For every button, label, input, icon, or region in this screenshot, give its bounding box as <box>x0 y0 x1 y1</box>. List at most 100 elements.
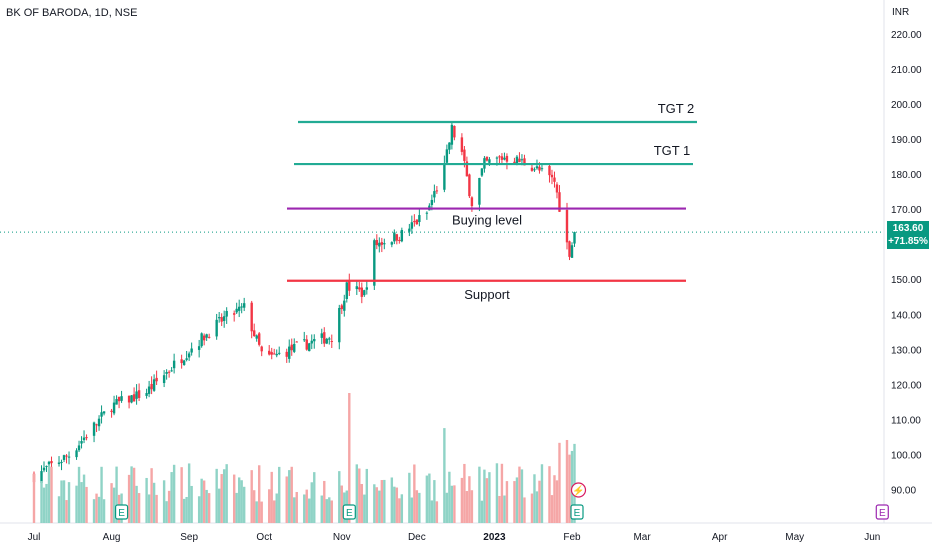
volume-bar <box>338 471 341 523</box>
volume-bar <box>260 501 263 523</box>
earnings-icon-glyph: E <box>879 508 886 519</box>
candle-body <box>553 177 556 182</box>
volume-bar <box>253 490 256 523</box>
earnings-icon-glyph: E <box>118 508 125 519</box>
earnings-icon[interactable] <box>342 504 356 520</box>
candle-body <box>393 232 396 242</box>
volume-bar <box>185 496 188 523</box>
volume-bar <box>468 476 471 523</box>
candle-body <box>433 191 436 198</box>
volume-bar <box>100 466 103 523</box>
earnings-icon[interactable] <box>570 504 584 520</box>
volume-bar <box>325 499 328 523</box>
candle-body <box>57 462 61 465</box>
volume-bar <box>235 492 238 523</box>
candle-body <box>308 343 311 352</box>
volume-bar <box>550 495 554 523</box>
volume-bar <box>202 480 206 523</box>
volume-bar <box>393 486 396 523</box>
candle-body <box>82 437 86 441</box>
volume-bar <box>308 498 311 523</box>
candle-body <box>425 212 429 214</box>
candle-body <box>478 177 481 205</box>
volume-bar <box>85 486 88 523</box>
candle-body <box>215 319 218 337</box>
candle-body <box>235 308 238 313</box>
candle-body <box>488 159 491 163</box>
volume-bar <box>92 499 96 523</box>
symbol-title: BK OF BARODA, 1D, NSE <box>6 7 138 19</box>
candle-body <box>465 161 469 177</box>
candle-body <box>120 396 123 401</box>
volume-bar <box>450 485 454 523</box>
volume-bar <box>355 464 358 523</box>
volume-bar <box>310 482 313 523</box>
volume-bar <box>77 466 81 523</box>
volume-bar <box>135 485 138 523</box>
volume-bar <box>225 464 228 523</box>
x-tick-label: Jul <box>28 532 41 543</box>
candle-body <box>190 348 193 353</box>
volume-bar <box>453 485 456 523</box>
candle-body <box>348 280 351 291</box>
volume-bar <box>47 466 51 523</box>
y-tick-label: 120.00 <box>891 380 922 391</box>
candle-body <box>155 377 158 382</box>
candle-body <box>378 242 381 247</box>
candle-body <box>363 290 366 296</box>
y-tick-label: 130.00 <box>891 345 922 356</box>
volume-bar <box>102 499 106 523</box>
earnings-icon[interactable] <box>114 504 129 520</box>
candle-body <box>75 450 78 458</box>
volume-bar <box>535 491 539 523</box>
split-icon-glyph: ⚡ <box>572 484 584 497</box>
volume-bar <box>65 500 68 523</box>
candle-body <box>523 158 526 166</box>
volume-bar <box>520 469 524 523</box>
earnings-icon[interactable] <box>875 504 889 520</box>
candle-body <box>320 333 323 338</box>
volume-bar <box>127 474 131 523</box>
volume-bar <box>45 483 48 523</box>
volume-bar <box>488 472 491 523</box>
volume-bar <box>132 467 136 523</box>
volume-bar <box>162 480 166 523</box>
volume-bar <box>378 490 381 523</box>
candle-body <box>150 383 153 390</box>
x-tick-label: Apr <box>712 532 728 543</box>
candle-body <box>50 461 53 464</box>
volume-bar <box>80 482 83 523</box>
volume-bar <box>167 490 171 523</box>
candle-body <box>303 339 306 341</box>
volume-bar <box>232 474 236 523</box>
candle-body <box>305 339 308 350</box>
candle-body <box>565 209 569 243</box>
candle-body <box>395 234 399 241</box>
volume-bar <box>548 466 551 523</box>
candle-body <box>408 228 411 232</box>
candle-body <box>470 197 474 207</box>
candle-body <box>220 317 223 322</box>
x-tick-label: Jun <box>864 532 880 543</box>
volume-bar <box>430 500 434 523</box>
volume-bar <box>448 471 451 523</box>
volume-bar <box>207 493 211 523</box>
candle-body <box>573 232 576 244</box>
candle-body <box>67 456 71 458</box>
candle-body <box>343 300 346 311</box>
earnings-icon-glyph: E <box>574 508 581 519</box>
volume-bar <box>358 468 361 523</box>
candle-body <box>167 371 171 373</box>
candle-body <box>95 424 98 426</box>
volume-bar <box>242 486 246 523</box>
candle-body <box>413 221 416 223</box>
volume-bar <box>500 463 504 523</box>
volume-bar <box>110 483 113 523</box>
volume-bar <box>518 466 521 523</box>
candle-body <box>358 287 361 290</box>
split-icon[interactable] <box>570 482 587 498</box>
volume-bar <box>558 442 561 523</box>
volume-bar <box>460 477 464 523</box>
volume-bar <box>200 478 203 523</box>
